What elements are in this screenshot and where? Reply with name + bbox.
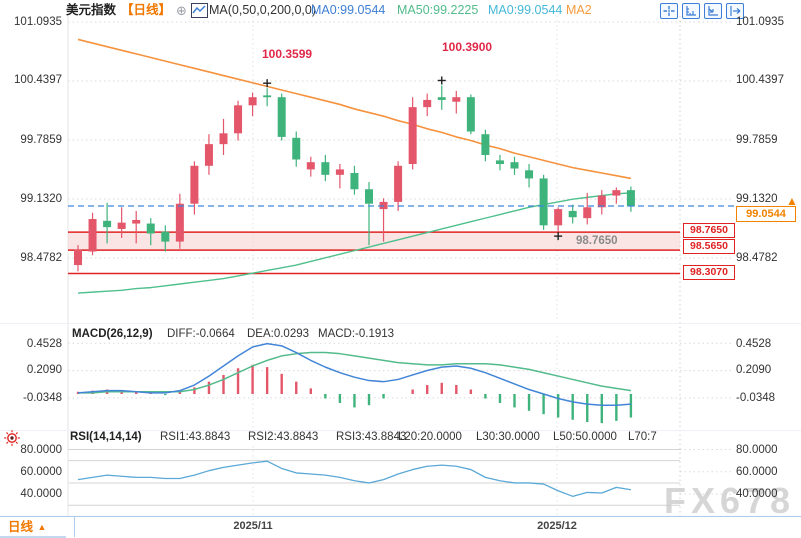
macd-axis-right-tick: 0.4528 [736, 338, 772, 350]
price-up-arrow-icon: ▲ [786, 194, 798, 208]
support-level-label: 98.5650 [683, 239, 735, 254]
axis-scale-left-icon[interactable] [682, 3, 700, 19]
low-price-label: 98.7650 [576, 235, 618, 247]
main-axis-right-tick: 99.7859 [736, 134, 778, 146]
crosshair-icon[interactable] [660, 3, 678, 19]
rsi-axis-right-tick: 60.0000 [736, 466, 778, 478]
rsi-title: RSI(14,14,14) [70, 431, 142, 443]
main-axis-left-tick: 101.0935 [14, 16, 62, 28]
ma0b-value: MA0:99.0544 [488, 3, 563, 17]
rsi3-value: RSI3:43.8843 [336, 431, 407, 443]
rsi-l70-label: L70:7 [628, 431, 657, 443]
rsi-axis-left-tick: 80.0000 [20, 444, 62, 456]
rsi-l30-label: L30:30.0000 [476, 431, 540, 443]
support-level-label: 98.3070 [683, 265, 735, 280]
add-indicator-icon[interactable]: ⊕ [176, 3, 187, 18]
watermark: FX678 [664, 480, 796, 521]
rsi-axis-right-tick: 40.0000 [736, 488, 778, 500]
support-level-label: 98.7650 [683, 223, 735, 238]
ma-settings-label: MA(0,50,0,200,0,0) [209, 3, 317, 17]
rsi-axis-right-tick: 80.0000 [736, 444, 778, 456]
main-axis-left-tick: 99.7859 [20, 134, 62, 146]
rsi-l20-label: L20:20.0000 [398, 431, 462, 443]
rsi1-value: RSI1:43.8843 [160, 431, 231, 443]
macd-axis-right-tick: 0.2090 [736, 364, 772, 376]
symbol-title: 美元指数 [66, 3, 117, 17]
rsi-l50-label: L50:50.0000 [553, 431, 617, 443]
macd-title: MACD(26,12,9) [72, 328, 153, 340]
peak-price-label-1: 100.3599 [262, 47, 313, 61]
triangle-up-icon: ▲ [37, 522, 47, 532]
exit-right-icon[interactable] [726, 3, 744, 19]
macd-diff-value: DIFF:-0.0664 [167, 328, 235, 340]
main-axis-right-tick: 99.1320 [736, 193, 778, 205]
timeframe-tag: 【日线】 [121, 3, 172, 17]
current-price-badge: 99.0544 [736, 206, 796, 222]
ma0-value: MA0:99.0544 [311, 3, 386, 17]
chart-type-icon[interactable] [191, 3, 208, 18]
main-axis-left-tick: 100.4397 [14, 74, 62, 86]
sun-settings-icon[interactable] [3, 429, 21, 447]
rsi-axis-left-tick: 40.0000 [20, 488, 62, 500]
ma2-value: MA2 [566, 3, 592, 17]
main-axis-left-tick: 99.1320 [20, 193, 62, 205]
macd-axis-left-tick: -0.0348 [22, 392, 62, 404]
x-axis-date: 2025/12 [537, 520, 577, 532]
axis-scale-right-icon[interactable] [704, 3, 722, 19]
main-axis-left-tick: 98.4782 [20, 252, 62, 264]
macd-value: MACD:-0.1913 [318, 328, 395, 340]
timeframe-selector[interactable]: 日线 ▲ [0, 517, 75, 537]
macd-dea-value: DEA:0.0293 [247, 328, 310, 340]
x-axis-date: 2025/11 [233, 520, 273, 532]
main-axis-right-tick: 98.4782 [736, 252, 778, 264]
rsi2-value: RSI2:43.8843 [248, 431, 319, 443]
main-axis-right-tick: 100.4397 [736, 74, 784, 86]
rsi-axis-left-tick: 60.0000 [20, 466, 62, 478]
timeframe-label: 日线 [8, 520, 34, 534]
macd-axis-left-tick: 0.4528 [26, 338, 62, 350]
peak-price-label-2: 100.3900 [442, 40, 493, 54]
main-axis-right-tick: 101.0935 [736, 16, 784, 28]
ma50-value: MA50:99.2225 [397, 3, 479, 17]
macd-axis-right-tick: -0.0348 [736, 392, 776, 404]
macd-axis-left-tick: 0.2090 [26, 364, 62, 376]
